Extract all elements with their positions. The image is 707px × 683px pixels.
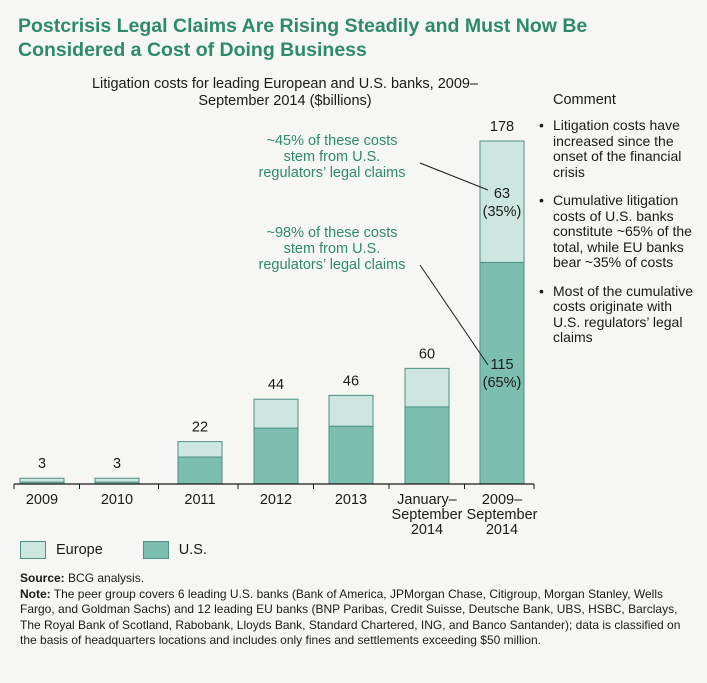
- bar-segment-us: [253, 427, 299, 485]
- x-tick-label: 2014: [411, 522, 443, 538]
- bar-total-label: 178: [490, 119, 514, 135]
- annotation-leader-line: [419, 264, 489, 366]
- legend-label-europe: Europe: [56, 542, 103, 558]
- comment-item: • Most of the cumulative costs originate …: [537, 282, 702, 346]
- source-label: Source:: [20, 571, 65, 585]
- notes: Source: BCG analysis. Note: The peer gro…: [20, 571, 690, 649]
- x-tick-label: September: [467, 507, 538, 523]
- annotation-text: stem from U.S.: [284, 149, 381, 165]
- segment-label-europe: 63: [494, 186, 510, 202]
- comment-heading: Comment: [553, 92, 616, 108]
- annotation-text: ~45% of these costs: [267, 133, 398, 149]
- note-line: Note: The peer group covers 6 leading U.…: [20, 587, 690, 649]
- bar-total-label: 3: [38, 456, 46, 472]
- comment-text: Most of the cumulative costs originate w…: [553, 282, 694, 345]
- source-line: Source: BCG analysis.: [20, 571, 690, 587]
- bar-total-label: 22: [192, 420, 208, 436]
- bar-segment-europe: [479, 140, 525, 263]
- comment-text: Litigation costs have increased since th…: [553, 117, 682, 180]
- x-tick-label: 2010: [101, 492, 133, 508]
- legend-item-europe: Europe: [20, 541, 103, 559]
- bar-total-label: 46: [343, 373, 359, 389]
- note-label: Note:: [20, 586, 51, 601]
- bar-segment-us: [479, 261, 525, 485]
- bar-total-label: 3: [113, 456, 121, 472]
- x-tick-label: 2011: [184, 492, 215, 508]
- legend-swatch-europe: [20, 541, 46, 559]
- segment-label-europe: (35%): [483, 204, 522, 220]
- bar-segment-europe: [19, 477, 65, 483]
- annotation-text: regulators’ legal claims: [259, 165, 406, 181]
- comment-item: • Cumulative litigation costs of U.S. ban…: [537, 192, 702, 271]
- bar-segment-europe: [253, 398, 299, 429]
- segment-label-us: 115: [490, 357, 513, 373]
- x-tick-label: 2013: [335, 492, 367, 508]
- annotation-text: stem from U.S.: [284, 241, 381, 257]
- annotation-text: ~98% of these costs: [267, 225, 398, 241]
- bullet-icon: •: [539, 282, 544, 299]
- bar-segment-europe: [328, 394, 374, 427]
- bar-segment-europe: [94, 477, 140, 483]
- source-text: BCG analysis.: [68, 571, 145, 585]
- bar-segment-europe: [177, 441, 223, 458]
- bar-segment-us: [177, 456, 223, 485]
- bullet-icon: •: [539, 192, 544, 208]
- chart-caption: Litigation costs for leading European an…: [91, 76, 479, 109]
- bullet-icon: •: [539, 117, 544, 133]
- x-tick-label: 2014: [486, 522, 518, 538]
- x-tick-label: January–: [397, 492, 458, 508]
- annotation-leader-line: [419, 162, 489, 191]
- legend: Europe U.S.: [20, 541, 247, 559]
- page-title: Postcrisis Legal Claims Are Rising Stead…: [18, 15, 588, 61]
- x-tick-label: September: [392, 507, 463, 523]
- bar-segment-europe: [404, 367, 450, 408]
- x-tick-label: 2009–: [482, 492, 523, 508]
- x-tick-label: 2009: [26, 492, 58, 508]
- annotation-text: regulators’ legal claims: [259, 257, 406, 273]
- bar-segment-us: [328, 425, 374, 485]
- legend-swatch-us: [142, 541, 169, 559]
- bar-segment-us: [404, 406, 450, 485]
- comment-text: Cumulative litigation costs of U.S. bank…: [553, 192, 692, 270]
- note-text: The peer group covers 6 leading U.S. ban…: [20, 586, 681, 648]
- x-tick-label: 2012: [260, 492, 292, 508]
- legend-label-us: U.S.: [178, 542, 207, 558]
- bar-total-label: 44: [268, 377, 284, 393]
- segment-label-us: (65%): [483, 375, 522, 391]
- comment-item: • Litigation costs have increased since t…: [537, 117, 702, 180]
- bar-total-label: 60: [419, 346, 435, 362]
- legend-item-us: U.S.: [142, 541, 207, 559]
- comment-list: • Litigation costs have increased since t…: [537, 117, 702, 359]
- bar-chart: 320093201022201144201246201360January–Se…: [13, 119, 538, 538]
